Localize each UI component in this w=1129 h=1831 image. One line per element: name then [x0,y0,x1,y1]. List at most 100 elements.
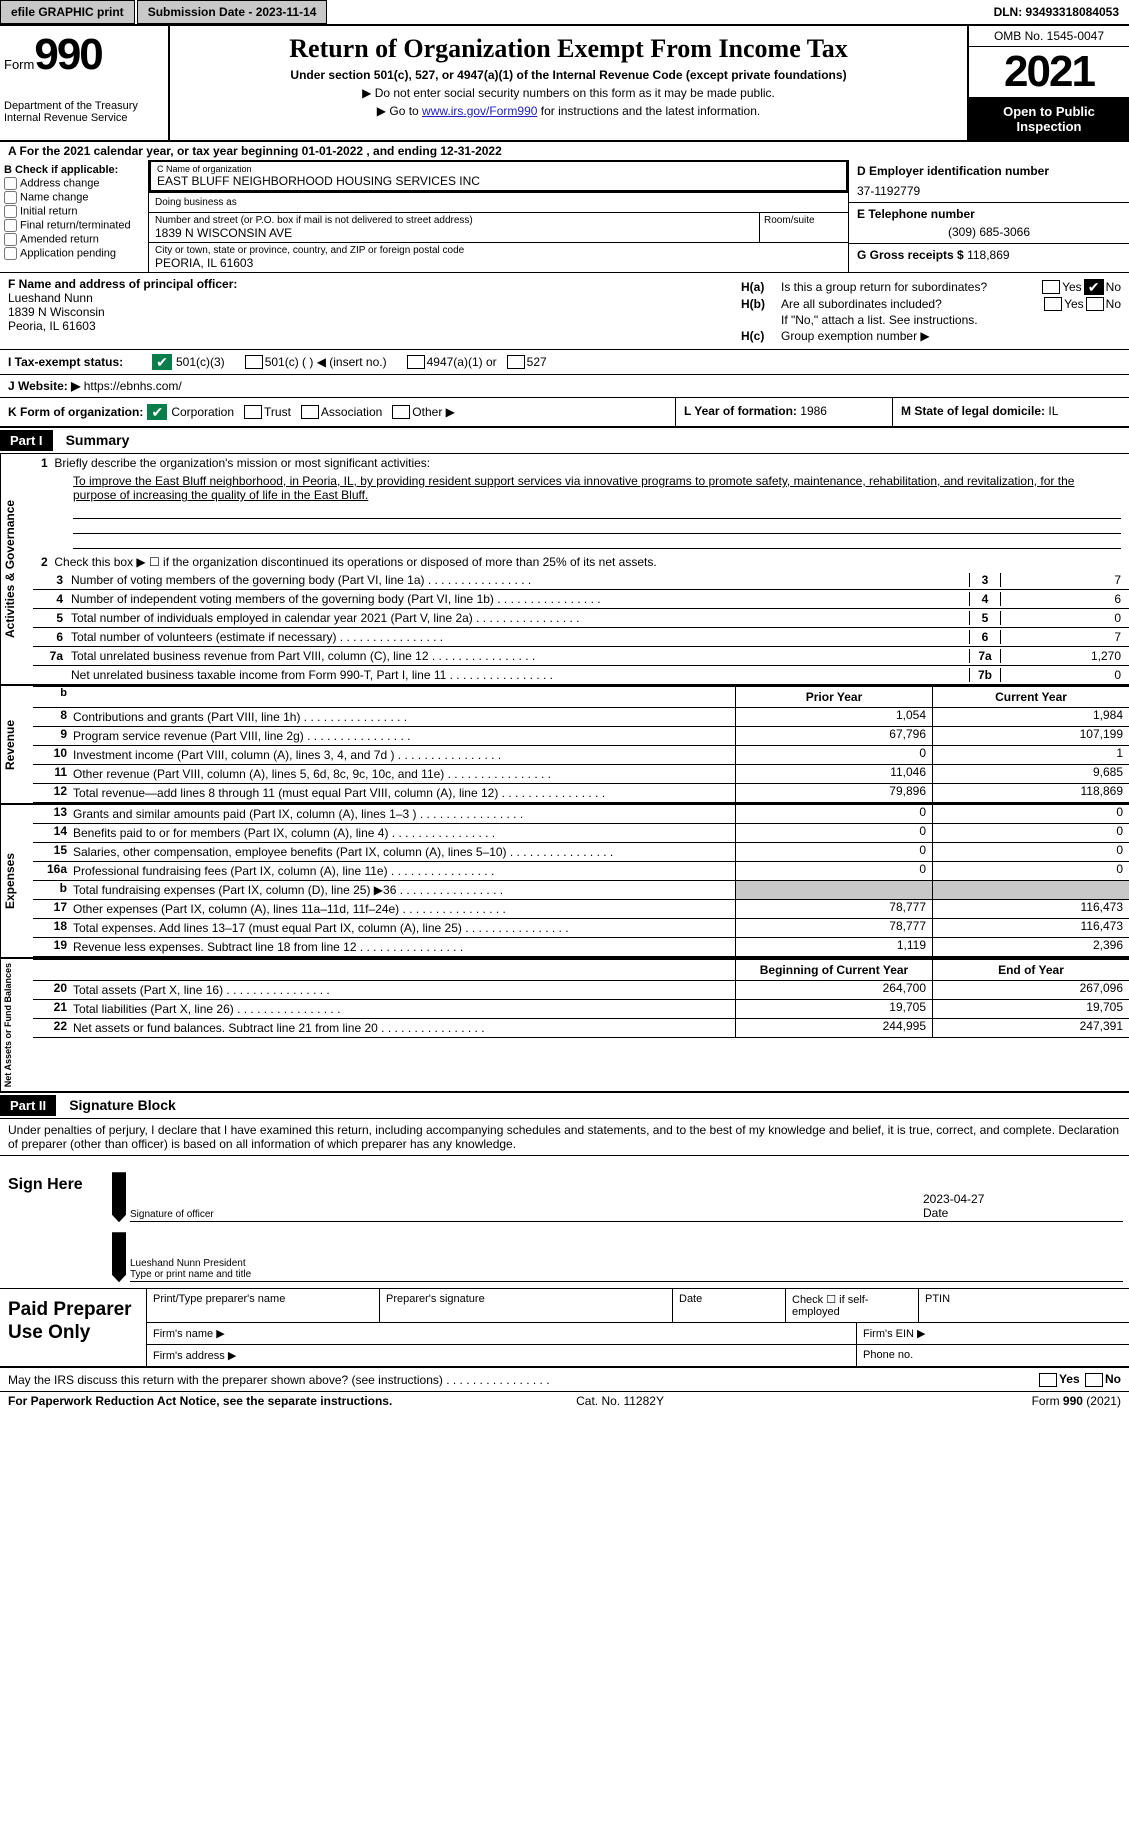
dept-line2: Internal Revenue Service [4,112,164,124]
phone-value: (309) 685-3066 [857,225,1121,239]
section-h: H(a)Is this a group return for subordina… [733,273,1129,349]
section-l: L Year of formation: 1986 [675,398,892,426]
form-header: Form990 Department of the Treasury Inter… [0,26,1129,142]
note-ssn: ▶ Do not enter social security numbers o… [178,86,959,100]
paperwork-text: For Paperwork Reduction Act Notice, see … [8,1394,392,1408]
mission-text: To improve the East Bluff neighborhood, … [33,472,1129,504]
org-name: EAST BLUFF NEIGHBORHOOD HOUSING SERVICES… [157,174,840,188]
chk-other[interactable] [392,405,410,419]
form-number: 990 [34,30,101,79]
header-left: Form990 Department of the Treasury Inter… [0,26,170,140]
fin-line: 8Contributions and grants (Part VIII, li… [33,708,1129,727]
part2-title: Signature Block [59,1097,176,1113]
summary-line: 4Number of independent voting members of… [33,589,1129,608]
address-box: Number and street (or P.O. box if mail i… [149,213,759,242]
prep-self-hdr: Check ☐ if self-employed [786,1289,919,1322]
form-word: Form [4,57,34,72]
vtab-netassets: Net Assets or Fund Balances [0,959,33,1091]
opt-trust: Trust [264,405,291,419]
tax-year: 2021 [969,47,1129,98]
irs-link[interactable]: www.irs.gov/Form990 [422,104,537,118]
fin-line: 15Salaries, other compensation, employee… [33,843,1129,862]
hb-yes[interactable] [1044,297,1062,311]
chk-527[interactable] [507,355,525,369]
form-subtitle: Under section 501(c), 527, or 4947(a)(1)… [178,68,959,82]
city-label: City or town, state or province, country… [155,245,842,256]
efile-button[interactable]: efile GRAPHIC print [0,0,135,24]
part2-badge: Part II [0,1095,56,1116]
gross-value: 118,869 [967,248,1010,262]
rev-hdr-b: b [33,687,73,707]
chk-name-change[interactable]: Name change [4,191,144,204]
preparer-label: Paid Preparer Use Only [0,1289,146,1366]
prep-name-hdr: Print/Type preparer's name [147,1289,380,1322]
opt-4947: 4947(a)(1) or [427,355,497,369]
section-f: F Name and address of principal officer:… [0,273,733,349]
fin-line: 13Grants and similar amounts paid (Part … [33,805,1129,824]
opt-assoc: Association [321,405,382,419]
chk-501c3: ✔ [152,354,172,370]
city-box: City or town, state or province, country… [149,242,848,272]
chk-initial-return[interactable]: Initial return [4,205,144,218]
chk-address-change[interactable]: Address change [4,177,144,190]
chk-501c[interactable] [245,355,263,369]
opt-527: 527 [527,355,547,369]
hb-no[interactable] [1086,297,1104,311]
k-label: K Form of organization: [8,405,143,419]
org-name-box: C Name of organization EAST BLUFF NEIGHB… [149,160,848,192]
chk-amended[interactable]: Amended return [4,233,144,246]
phone-box: E Telephone number (309) 685-3066 [849,203,1129,244]
part1-badge: Part I [0,430,53,451]
prior-year-hdr: Prior Year [735,687,932,707]
signature-intro: Under penalties of perjury, I declare th… [0,1119,1129,1156]
firm-phone: Phone no. [857,1345,1129,1366]
officer-label: F Name and address of principal officer: [8,277,725,291]
chk-trust[interactable] [244,405,262,419]
phone-label: E Telephone number [857,207,1121,221]
chk-final-return[interactable]: Final return/terminated [4,219,144,232]
activities-section: Activities & Governance 1 Briefly descri… [0,454,1129,686]
tax-status-row: I Tax-exempt status: ✔501(c)(3) 501(c) (… [0,350,1129,375]
dept-line1: Department of the Treasury [4,100,164,112]
submission-date-button[interactable]: Submission Date - 2023-11-14 [137,0,328,24]
fin-line: 17Other expenses (Part IX, column (A), l… [33,900,1129,919]
fin-line: 21Total liabilities (Part X, line 26)19,… [33,1000,1129,1019]
form-ref: Form 990 (2021) [1032,1394,1121,1408]
firm-name: Firm's name ▶ [147,1323,857,1344]
date-field: 2023-04-27Date [923,1192,1123,1222]
blank-line [73,504,1121,519]
officer-addr1: 1839 N Wisconsin [8,305,725,319]
sig-arrow-icon [112,1232,126,1282]
status-label: I Tax-exempt status: [8,355,148,369]
prep-date-hdr: Date [673,1289,786,1322]
chk-4947[interactable] [407,355,425,369]
city-value: PEORIA, IL 61603 [155,256,842,270]
signature-field[interactable]: Signature of officer [130,1198,923,1222]
summary-line: 5Total number of individuals employed in… [33,608,1129,627]
fin-line: 14Benefits paid to or for members (Part … [33,824,1129,843]
top-bar: efile GRAPHIC print Submission Date - 20… [0,0,1129,26]
discuss-yes[interactable] [1039,1373,1057,1387]
ha-yes[interactable] [1042,280,1060,294]
expenses-section: Expenses 13Grants and similar amounts pa… [0,805,1129,959]
chk-pending[interactable]: Application pending [4,247,144,260]
fin-line: 10Investment income (Part VIII, column (… [33,746,1129,765]
current-year-hdr: Current Year [932,687,1129,707]
hb-note: If "No," attach a list. See instructions… [741,313,1121,327]
ha-no-checked: ✔ [1084,279,1104,295]
website-value: https://ebnhs.com/ [84,379,182,393]
header-right: OMB No. 1545-0047 2021 Open to PublicIns… [967,26,1129,140]
na-cy-hdr: End of Year [932,960,1129,980]
section-b-label: B Check if applicable: [4,164,144,176]
blank-line [73,519,1121,534]
fin-line: 20Total assets (Part X, line 16)264,7002… [33,981,1129,1000]
opt-corp: Corporation [171,405,234,419]
fin-line: 9Program service revenue (Part VIII, lin… [33,727,1129,746]
suite-box: Room/suite [759,213,848,242]
discuss-no[interactable] [1085,1373,1103,1387]
chk-assoc[interactable] [301,405,319,419]
section-b: B Check if applicable: Address change Na… [0,160,149,272]
ein-value: 37-1192779 [857,184,1121,198]
website-label: J Website: ▶ [8,379,80,393]
open-inspection: Open to PublicInspection [969,98,1129,140]
